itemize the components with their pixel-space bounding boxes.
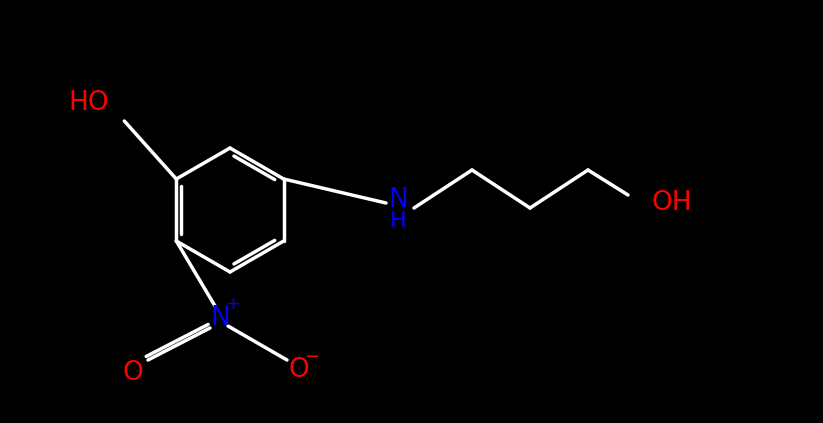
Text: O: O [289, 357, 309, 383]
Text: HO: HO [68, 90, 109, 116]
Text: +: + [226, 295, 240, 313]
Text: N: N [210, 305, 230, 331]
Text: H: H [389, 211, 407, 231]
Text: −: − [305, 348, 319, 366]
Text: N: N [388, 187, 408, 213]
Text: O: O [123, 360, 143, 386]
Text: OH: OH [652, 190, 693, 216]
